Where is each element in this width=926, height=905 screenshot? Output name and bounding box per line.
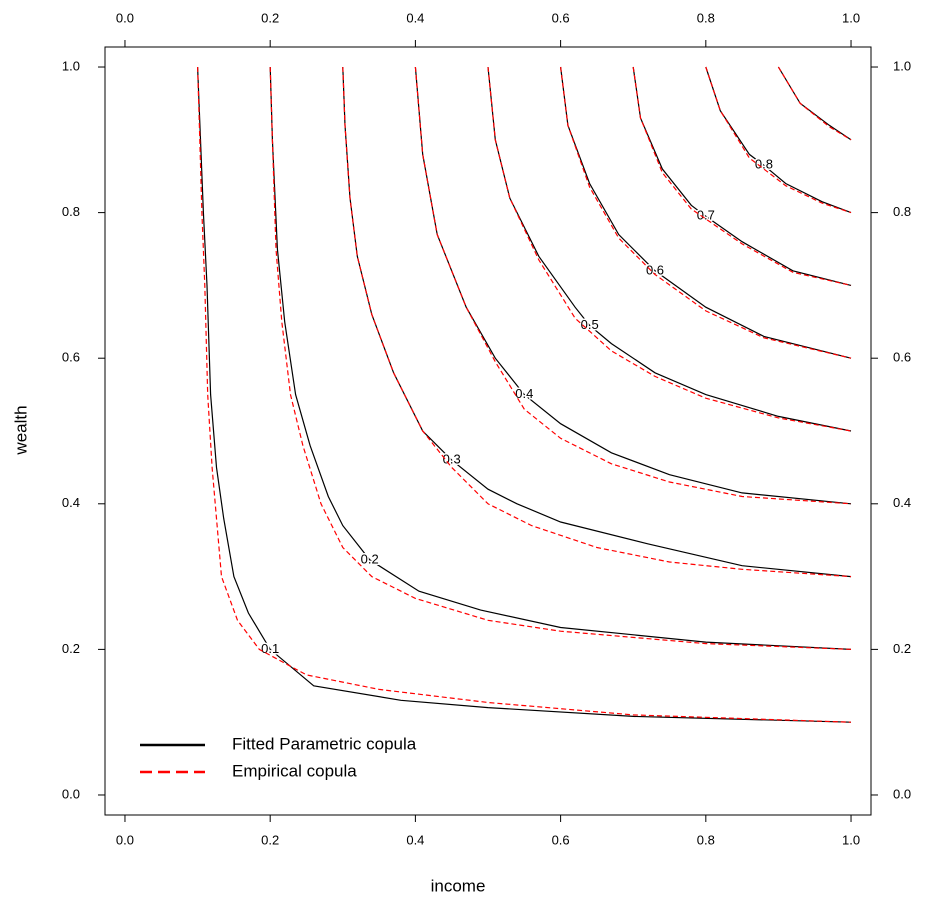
y-tick-label: 0.0 [62,786,80,801]
x-axis-title: income [431,876,486,895]
contour-line [560,66,852,359]
y-tick-label: 0.6 [62,350,80,365]
y-tick-label-right: 0.0 [893,786,911,801]
x-tick-label: 0.8 [697,832,715,847]
contour-label: 0.2 [361,551,379,566]
contour-label: 0.8 [755,157,773,172]
contour-line [342,66,852,578]
legend-text: Fitted Parametric copula [232,734,417,753]
y-axis-title: wealth [11,405,30,455]
y-tick-label-right: 0.2 [893,641,911,656]
contour-line [414,66,852,505]
contour-label: 0.4 [515,386,533,401]
x-tick-label-top: 0.2 [261,10,279,25]
contour-line [560,66,852,359]
y-tick-label: 0.4 [62,495,80,510]
y-tick-label-right: 0.6 [893,350,911,365]
contour-line [414,66,852,505]
y-tick-label: 0.8 [62,204,80,219]
x-tick-label-top: 0.8 [697,10,715,25]
contour-label: 0.5 [581,317,599,332]
x-tick-label: 1.0 [842,832,860,847]
x-tick-label-top: 0.6 [552,10,570,25]
contour-line [705,66,852,214]
plot-frame [104,46,872,816]
contour-line [705,66,852,214]
contour-line [342,66,852,578]
contour-line [269,66,852,650]
y-tick-label-right: 1.0 [893,58,911,73]
y-tick-label: 0.2 [62,641,80,656]
contour-line [777,66,852,141]
contour-label: 0.3 [443,452,461,467]
x-tick-label: 0.0 [116,832,134,847]
contour-label: 0.6 [646,262,664,277]
contour-line [777,66,852,141]
y-tick-label-right: 0.4 [893,495,911,510]
contour-label: 0.7 [697,208,715,223]
contour-label: 0.1 [261,641,279,656]
contour-line [197,66,852,723]
legend-text: Empirical copula [232,761,357,780]
x-tick-label-top: 0.4 [406,10,424,25]
contour-line [197,66,852,723]
y-tick-label: 1.0 [62,58,80,73]
x-tick-label: 0.6 [552,832,570,847]
contour-line [269,66,852,650]
x-tick-label-top: 0.0 [116,10,134,25]
x-tick-label: 0.2 [261,832,279,847]
contour-line [487,66,852,432]
y-tick-label-right: 0.8 [893,204,911,219]
x-tick-label-top: 1.0 [842,10,860,25]
x-tick-label: 0.4 [406,832,424,847]
contour-line [632,66,852,286]
contour-line [487,66,852,432]
